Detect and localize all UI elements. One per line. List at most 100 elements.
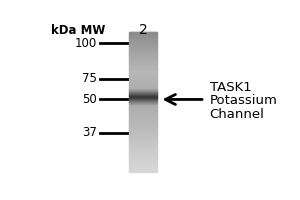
Bar [129,73,157,74]
Bar [129,115,157,116]
Bar [129,128,157,129]
Bar [129,138,157,139]
Bar [129,52,157,53]
Bar [129,95,157,96]
Bar [129,48,157,49]
Bar [129,39,157,40]
Bar [129,113,157,114]
Bar [129,49,157,50]
Bar [129,84,157,85]
Bar [129,126,157,127]
Bar [129,121,157,122]
Bar [129,106,157,107]
Bar [129,142,157,143]
Bar [129,171,157,172]
Bar [129,159,157,160]
Bar [129,59,157,60]
Bar [129,96,157,97]
Bar [129,91,157,92]
Bar [129,133,157,134]
Bar [129,55,157,56]
Bar [129,137,157,138]
Bar [129,155,157,156]
Bar [129,124,157,125]
Bar [129,35,157,36]
Bar [129,67,157,68]
Bar [129,69,157,70]
Bar [129,41,157,42]
Text: Potassium: Potassium [210,95,278,108]
Text: 50: 50 [82,93,97,106]
Bar [129,117,157,118]
Bar [129,103,157,104]
Bar [129,132,157,133]
Bar [129,109,157,110]
Text: 100: 100 [74,37,97,50]
Bar [129,167,157,168]
Bar [129,145,157,146]
Bar [129,47,157,48]
Bar [129,116,157,117]
Bar [129,81,157,82]
Bar [129,108,157,109]
Bar [129,110,157,111]
Bar [129,129,157,130]
Bar [129,74,157,75]
Bar [129,112,157,113]
Bar [129,65,157,66]
Bar [129,97,157,98]
Bar [129,50,157,51]
Bar [129,71,157,72]
Bar [129,161,157,162]
Bar [129,42,157,43]
Bar [129,125,157,126]
Bar [129,80,157,81]
Bar [129,136,157,137]
Bar [129,101,157,102]
Bar [129,88,157,89]
Bar [129,118,157,119]
Bar [129,127,157,128]
Bar [129,94,157,95]
Bar [129,92,157,93]
Bar [129,53,157,54]
Bar [129,158,157,159]
Bar [129,135,157,136]
Bar [129,45,157,46]
Bar [129,36,157,37]
Bar [129,32,157,33]
Bar [129,141,157,142]
Bar [129,153,157,154]
Bar [129,70,157,71]
Bar [129,143,157,144]
Text: 2: 2 [139,23,148,37]
Bar [129,83,157,84]
Bar [129,56,157,57]
Bar [129,64,157,65]
Bar [129,122,157,123]
Bar [129,154,157,155]
Bar [129,102,157,103]
Bar [129,37,157,38]
Bar [129,151,157,152]
Text: Channel: Channel [210,108,264,121]
Bar [129,79,157,80]
Bar [129,170,157,171]
Bar [129,111,157,112]
Bar [129,123,157,124]
Bar [129,104,157,105]
Bar [129,76,157,77]
Bar [129,164,157,165]
Bar [129,148,157,149]
Bar [129,144,157,145]
Bar [129,152,157,153]
Bar [129,34,157,35]
Bar [129,90,157,91]
Bar [129,166,157,167]
Bar [129,72,157,73]
Bar [129,107,157,108]
Text: 75: 75 [82,72,97,85]
Bar [129,86,157,87]
Text: 37: 37 [82,126,97,139]
Bar [129,162,157,163]
